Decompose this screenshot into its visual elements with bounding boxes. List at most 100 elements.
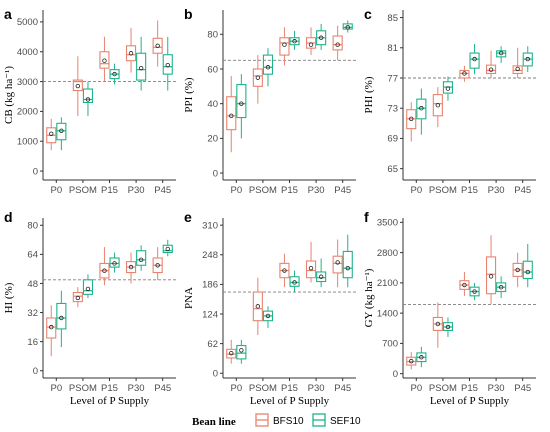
- y-tick-label: 5000: [17, 17, 38, 28]
- box-sef10-p0: [416, 88, 427, 135]
- y-tick-label: 69: [387, 134, 398, 145]
- y-axis-title: PPI (%): [183, 77, 195, 112]
- box-sef10-psom: [442, 317, 454, 337]
- y-tick-label: 4000: [17, 47, 38, 58]
- x-tick-label: P15: [461, 383, 478, 394]
- box-iqr: [342, 23, 353, 30]
- mean-marker: [488, 67, 494, 72]
- mean-marker: [345, 25, 350, 30]
- box-sef10-psom: [82, 81, 94, 116]
- box-iqr: [136, 250, 147, 266]
- box-iqr: [82, 279, 94, 295]
- box-iqr: [125, 45, 137, 62]
- mean-marker: [472, 56, 477, 62]
- box-bfs10-p15: [279, 253, 290, 288]
- mean-marker: [445, 324, 451, 330]
- x-tick-label: P15: [101, 383, 118, 394]
- mean-marker: [335, 42, 340, 47]
- box-bfs10-p45: [512, 47, 523, 78]
- box-iqr: [56, 302, 67, 330]
- box-iqr: [316, 271, 327, 283]
- panel-letter: e: [184, 209, 192, 225]
- series-bfs10: [406, 235, 523, 370]
- mean-marker: [525, 56, 530, 62]
- box-iqr: [136, 52, 147, 81]
- box-sef10-p0: [56, 117, 67, 151]
- x-tick-label: P30: [308, 383, 325, 394]
- mean-marker: [498, 50, 504, 56]
- box-iqr: [72, 79, 83, 92]
- mean-marker: [435, 102, 441, 108]
- panel-letter: c: [364, 6, 372, 22]
- series-sef10: [56, 36, 173, 151]
- box-iqr: [469, 52, 480, 69]
- y-tick-label: 85: [387, 13, 398, 24]
- mean-marker: [462, 282, 467, 288]
- y-tick-label: 124: [202, 309, 218, 320]
- box-sef10-p30: [136, 36, 147, 91]
- mean-marker: [308, 42, 314, 47]
- box-bfs10-p0: [46, 305, 57, 357]
- box-sef10-psom: [262, 48, 274, 87]
- box-sef10-psom: [442, 76, 454, 101]
- mean-marker: [515, 66, 520, 72]
- x-tick-label: P0: [230, 185, 242, 196]
- x-tick-label: PSOM: [429, 185, 457, 196]
- x-tick-label: P15: [281, 185, 298, 196]
- mean-marker: [525, 269, 530, 275]
- box-sef10-p45: [522, 243, 533, 288]
- mean-marker: [409, 116, 414, 121]
- mean-marker: [138, 65, 144, 71]
- box-sef10-p45: [162, 239, 173, 257]
- box-iqr: [236, 84, 247, 119]
- panel-letter: a: [4, 6, 12, 22]
- box-sef10-p0: [236, 339, 247, 364]
- box-sef10-psom: [262, 306, 274, 328]
- box-bfs10-p0: [46, 118, 57, 151]
- legend-title: Bean line: [192, 416, 236, 428]
- x-tick-label: P0: [230, 383, 242, 394]
- mean-marker: [435, 321, 441, 327]
- box-iqr: [162, 54, 173, 75]
- x-tick-label: P30: [488, 383, 505, 394]
- y-axis-title: PHI (%): [363, 76, 375, 113]
- mean-marker: [102, 58, 107, 63]
- x-tick-label: P45: [334, 185, 351, 196]
- panel-e: e 0 62 124 186 248 310 P0 PSOM P15 P30 P45 PNA Level …: [183, 209, 356, 407]
- mean-marker: [128, 264, 134, 270]
- x-tick-label: PSOM: [249, 383, 277, 394]
- box-iqr: [305, 260, 317, 279]
- x-tick-label: PSOM: [69, 185, 97, 196]
- x-tick-label: P30: [128, 383, 145, 394]
- x-axis-title: Level of P Supply: [250, 395, 330, 407]
- series-bfs10: [406, 47, 523, 142]
- mean-marker: [138, 257, 144, 263]
- box-sef10-p30: [496, 276, 507, 298]
- y-axis-title: HI (%): [3, 282, 15, 313]
- x-axis-title: Level of P Supply: [430, 395, 510, 407]
- box-sef10-p15: [289, 30, 300, 50]
- mean-marker: [472, 289, 477, 294]
- mean-marker: [102, 268, 107, 273]
- x-tick-label: PSOM: [249, 185, 277, 196]
- mean-marker: [462, 71, 467, 76]
- mean-marker: [265, 313, 271, 319]
- box-iqr: [226, 96, 237, 131]
- mean-marker: [239, 348, 244, 353]
- box-iqr: [109, 257, 120, 268]
- mean-marker: [59, 315, 64, 321]
- box-bfs10-psom: [432, 302, 443, 348]
- x-tick-label: PSOM: [69, 383, 97, 394]
- y-axis-title: CB (kg ha⁻¹): [3, 66, 15, 124]
- x-tick-label: P0: [50, 185, 62, 196]
- box-iqr: [485, 256, 497, 295]
- y-tick-label: 186: [202, 280, 218, 291]
- box-sef10-p15: [289, 270, 300, 293]
- y-tick-label: 0: [393, 369, 398, 380]
- box-sef10-p30: [316, 23, 327, 50]
- box-iqr: [82, 88, 94, 104]
- y-tick-label: 2000: [17, 107, 38, 118]
- mean-marker: [282, 268, 287, 273]
